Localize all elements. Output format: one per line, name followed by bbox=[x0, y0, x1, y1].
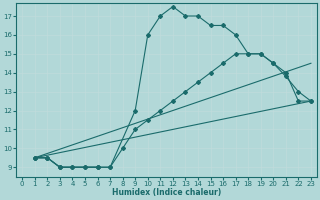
X-axis label: Humidex (Indice chaleur): Humidex (Indice chaleur) bbox=[112, 188, 221, 197]
